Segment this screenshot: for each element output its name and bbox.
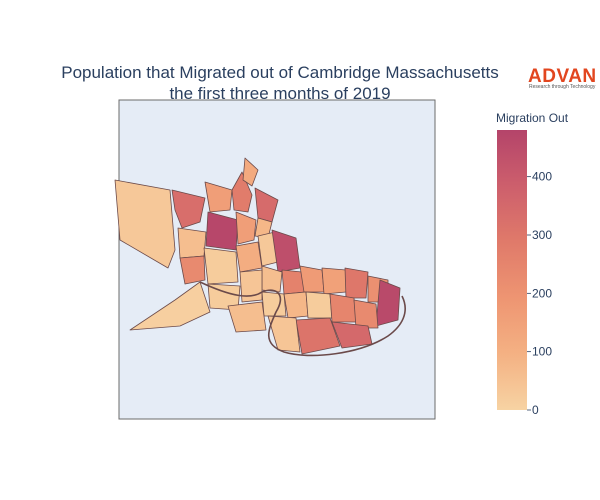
map-region[interactable] bbox=[129, 281, 211, 331]
map-region[interactable] bbox=[242, 157, 259, 187]
colorbar-ticks: 0 100 200 300 400 bbox=[527, 170, 552, 417]
advan-logo: ADVAN Research through Technology bbox=[528, 66, 597, 90]
map-regions bbox=[114, 157, 401, 355]
colorbar-tick-label: 200 bbox=[532, 286, 552, 300]
map-region[interactable] bbox=[329, 293, 357, 323]
colorbar-tick-label: 300 bbox=[532, 228, 552, 242]
map-region[interactable] bbox=[179, 255, 206, 285]
map-region[interactable] bbox=[204, 181, 233, 213]
colorbar-title: Migration Out bbox=[496, 111, 569, 125]
colorbar-tick-label: 100 bbox=[532, 345, 552, 359]
chart-title-line-2: the first three months of 2019 bbox=[169, 84, 390, 103]
map-region[interactable] bbox=[177, 227, 207, 259]
colorbar-tick-label: 0 bbox=[532, 403, 539, 417]
map-region[interactable] bbox=[299, 265, 325, 293]
advan-logo-tagline: Research through Technology bbox=[529, 84, 596, 90]
map-region[interactable] bbox=[344, 267, 369, 299]
map-region[interactable] bbox=[283, 291, 309, 319]
colorbar bbox=[497, 130, 527, 410]
map-region[interactable] bbox=[239, 269, 263, 303]
map-region[interactable] bbox=[235, 241, 263, 273]
map-region[interactable] bbox=[305, 291, 333, 319]
map-region[interactable] bbox=[321, 267, 347, 295]
advan-logo-wordmark: ADVAN bbox=[528, 66, 597, 87]
map-region[interactable] bbox=[353, 299, 379, 329]
map-region[interactable] bbox=[171, 189, 206, 229]
map-region[interactable] bbox=[375, 279, 401, 327]
map-region[interactable] bbox=[295, 317, 341, 355]
map-region[interactable] bbox=[231, 171, 253, 213]
map-region[interactable] bbox=[235, 211, 257, 245]
colorbar-tick-label: 400 bbox=[532, 170, 552, 184]
map-region[interactable] bbox=[227, 301, 267, 333]
chart-title-line-1: Population that Migrated out of Cambridg… bbox=[61, 63, 499, 82]
map-region[interactable] bbox=[114, 179, 176, 269]
river-boundary bbox=[199, 281, 406, 357]
map-region[interactable] bbox=[261, 291, 287, 317]
map-region[interactable] bbox=[267, 315, 301, 353]
map-region[interactable] bbox=[203, 247, 239, 285]
map-region[interactable] bbox=[205, 211, 239, 251]
